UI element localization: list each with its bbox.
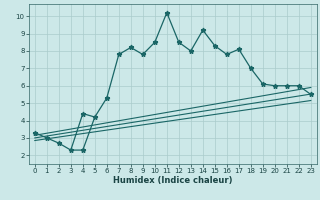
X-axis label: Humidex (Indice chaleur): Humidex (Indice chaleur) <box>113 176 233 185</box>
